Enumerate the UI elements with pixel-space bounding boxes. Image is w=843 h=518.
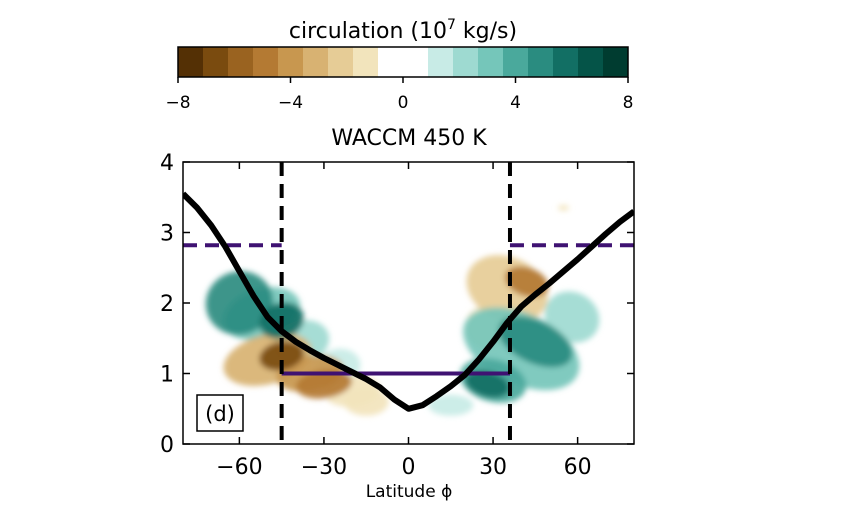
- x-tick-label: −30: [301, 455, 347, 480]
- colorbar-label-exponent: 7: [447, 17, 456, 33]
- plot-lines: [183, 162, 634, 444]
- y-tick-label: 3: [160, 222, 174, 247]
- colorbar-cell: [603, 47, 629, 77]
- chart-title: WACCM 450 K: [331, 126, 487, 151]
- x-tick-label: 30: [479, 455, 507, 480]
- colorbar-cells: [178, 47, 629, 77]
- colorbar-label: circulation (107 kg/s): [289, 17, 517, 44]
- contour-region: [295, 369, 352, 399]
- panel-label-box: (d): [196, 394, 244, 432]
- colorbar-cell: [178, 47, 204, 77]
- colorbar-tick-label: −4: [278, 93, 303, 113]
- colorbar-cell: [303, 47, 329, 77]
- colorbar-cell: [328, 47, 354, 77]
- contour-region: [205, 271, 274, 335]
- x-tick-label: −60: [216, 455, 262, 480]
- colorbar-cell: [403, 47, 429, 77]
- tropopause-curve: [183, 191, 634, 412]
- colorbar-cell: [503, 47, 529, 77]
- contour-region: [428, 394, 474, 416]
- colorbar-label-unit: kg/s): [456, 19, 517, 44]
- y-tick-label: 4: [160, 151, 174, 176]
- contour-field: [205, 205, 600, 416]
- contour-region: [259, 341, 304, 371]
- contour-region: [544, 291, 600, 343]
- colorbar-cell: [453, 47, 479, 77]
- contour-region: [557, 205, 570, 211]
- colorbar-tick-label: −8: [165, 93, 190, 113]
- contour-region: [465, 370, 510, 398]
- x-tick-label: 0: [402, 455, 416, 480]
- colorbar-cell: [253, 47, 279, 77]
- colorbar-cell: [528, 47, 554, 77]
- colorbar-cell: [578, 47, 604, 77]
- colorbar-cell: [353, 47, 379, 77]
- colorbar-ticks: −8 −4 0 4 8: [165, 77, 633, 113]
- colorbar-label-main: circulation (10: [289, 19, 447, 44]
- colorbar-cell: [203, 47, 229, 77]
- colorbar-tick-label: 0: [398, 93, 409, 113]
- colorbar-cell: [228, 47, 254, 77]
- colorbar-cell: [428, 47, 454, 77]
- contour-region: [498, 316, 573, 368]
- y-tick-label: 1: [160, 363, 174, 388]
- colorbar: circulation (107 kg/s) −8 −4 0 4 8: [165, 17, 633, 113]
- axes: −60 −30 0 30 60 0 1 2 3 4: [160, 151, 634, 480]
- x-tick-label: 60: [564, 455, 592, 480]
- colorbar-cell: [478, 47, 504, 77]
- colorbar-cell: [378, 47, 404, 77]
- colorbar-tick-label: 4: [510, 93, 521, 113]
- y-tick-label: 0: [160, 433, 174, 458]
- colorbar-tick-label: 8: [623, 93, 634, 113]
- panel-label: (d): [205, 402, 235, 426]
- x-axis-label: Latitude ϕ: [366, 482, 453, 502]
- panel-label-frame: [196, 394, 244, 432]
- y-tick-label: 2: [160, 292, 174, 317]
- colorbar-cell: [553, 47, 579, 77]
- colorbar-cell: [278, 47, 304, 77]
- plot-area: [183, 162, 634, 444]
